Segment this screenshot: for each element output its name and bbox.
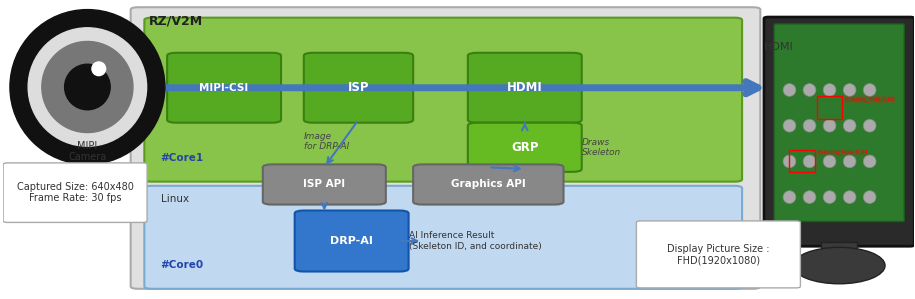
FancyBboxPatch shape: [263, 164, 386, 205]
Text: GRP: GRP: [511, 141, 539, 154]
Text: Image
for DRP-AI: Image for DRP-AI: [304, 132, 349, 151]
Text: ISP: ISP: [348, 81, 370, 94]
Text: Display Picture Size :
FHD(1920x1080): Display Picture Size : FHD(1920x1080): [667, 244, 770, 265]
Text: missing_hole 0.84: missing_hole 0.84: [818, 150, 867, 155]
Text: MIPI-CSI: MIPI-CSI: [199, 83, 249, 93]
Text: Linux: Linux: [161, 194, 188, 204]
Ellipse shape: [783, 119, 796, 132]
Ellipse shape: [844, 84, 856, 96]
FancyBboxPatch shape: [468, 53, 582, 123]
FancyBboxPatch shape: [295, 210, 409, 271]
Text: RZ/V2M: RZ/V2M: [149, 14, 203, 27]
FancyBboxPatch shape: [3, 163, 147, 222]
FancyBboxPatch shape: [44, 42, 131, 138]
Ellipse shape: [783, 84, 796, 96]
Ellipse shape: [803, 84, 816, 96]
Ellipse shape: [92, 62, 105, 76]
Text: DRP-AI: DRP-AI: [330, 236, 373, 246]
FancyBboxPatch shape: [764, 17, 914, 246]
Text: missing_hole 0.85: missing_hole 0.85: [845, 97, 895, 102]
Text: #Core1: #Core1: [161, 153, 204, 163]
Ellipse shape: [863, 119, 876, 132]
Ellipse shape: [824, 191, 836, 204]
Ellipse shape: [793, 247, 885, 284]
Ellipse shape: [65, 64, 110, 110]
Ellipse shape: [824, 84, 836, 96]
FancyBboxPatch shape: [414, 164, 564, 205]
Bar: [790, 150, 815, 172]
Text: #Core0: #Core0: [161, 260, 204, 270]
Ellipse shape: [863, 191, 876, 204]
FancyBboxPatch shape: [468, 123, 582, 172]
Text: Captured Size: 640x480
Frame Rate: 30 fps: Captured Size: 640x480 Frame Rate: 30 fp…: [16, 182, 134, 203]
Ellipse shape: [42, 42, 133, 132]
FancyBboxPatch shape: [167, 53, 281, 123]
Ellipse shape: [844, 191, 856, 204]
FancyBboxPatch shape: [145, 186, 742, 289]
Ellipse shape: [824, 119, 836, 132]
Bar: [817, 97, 843, 119]
Text: HDMI: HDMI: [507, 81, 543, 94]
Ellipse shape: [844, 119, 856, 132]
FancyBboxPatch shape: [145, 18, 742, 181]
Ellipse shape: [783, 155, 796, 168]
Bar: [822, 242, 856, 266]
Ellipse shape: [783, 191, 796, 204]
Ellipse shape: [803, 119, 816, 132]
Ellipse shape: [28, 28, 146, 146]
Text: AI Inference Result
(Skeleton ID, and coordinate): AI Inference Result (Skeleton ID, and co…: [409, 231, 542, 251]
FancyBboxPatch shape: [131, 7, 760, 289]
Text: Draws
Skeleton: Draws Skeleton: [582, 138, 621, 157]
Ellipse shape: [863, 155, 876, 168]
Ellipse shape: [844, 155, 856, 168]
Ellipse shape: [863, 84, 876, 96]
Text: HDMI: HDMI: [764, 42, 793, 52]
FancyBboxPatch shape: [304, 53, 414, 123]
Ellipse shape: [803, 191, 816, 204]
FancyBboxPatch shape: [774, 24, 904, 222]
Text: MIPI
Camera: MIPI Camera: [69, 141, 106, 162]
Ellipse shape: [803, 155, 816, 168]
FancyBboxPatch shape: [637, 221, 801, 288]
Ellipse shape: [824, 155, 836, 168]
Text: Graphics API: Graphics API: [451, 179, 526, 190]
Text: ISP API: ISP API: [303, 179, 345, 190]
Ellipse shape: [10, 10, 165, 164]
